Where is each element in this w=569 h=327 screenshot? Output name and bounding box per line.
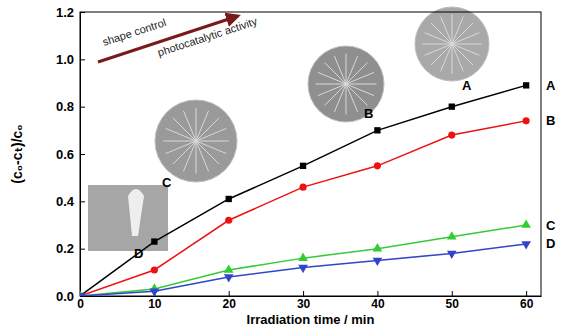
- chart-svg: 0 10 20 30 40 50 60 0.0 0.2 0.4 0.6 0.8 1.0 1.2 Irradi…: [0, 0, 569, 327]
- x-tick-label: 50: [446, 297, 460, 311]
- series-line: [80, 244, 526, 296]
- y-tick: 1.2: [56, 5, 85, 20]
- series-marker: [300, 163, 306, 169]
- plot-area: [80, 82, 531, 296]
- inset-image: [415, 7, 489, 81]
- series-marker: [374, 162, 381, 169]
- y-tick-label: 1.0: [56, 52, 74, 67]
- series-marker: [373, 258, 383, 266]
- inset-texture: [318, 72, 374, 95]
- inset-image: [88, 185, 168, 251]
- x-tick-mark: [452, 291, 453, 296]
- series-marker: [225, 217, 232, 224]
- series-marker: [523, 82, 529, 88]
- y-tick: 1.0: [56, 52, 85, 67]
- series-marker: [373, 243, 383, 251]
- inset-label: C: [162, 175, 172, 190]
- y-tick-mark: [80, 249, 85, 250]
- series-marker: [521, 241, 531, 249]
- x-tick-mark: [303, 291, 304, 296]
- legend-label: C: [546, 218, 556, 233]
- annotation: photocatalytic activity: [156, 15, 259, 59]
- inset-label: A: [462, 78, 472, 93]
- y-tick-label: 0.0: [56, 289, 74, 304]
- x-tick-label: 10: [148, 297, 162, 311]
- y-tick-label: 0.8: [56, 99, 74, 114]
- x-axis: 0 10 20 30 40 50 60: [77, 291, 541, 311]
- series-marker: [374, 127, 380, 133]
- x-tick-label: 60: [520, 297, 534, 311]
- series-marker: [151, 266, 158, 273]
- y-tick: 0.6: [56, 147, 85, 162]
- y-tick-label: 1.2: [56, 5, 74, 20]
- inset-texture: [425, 33, 480, 56]
- y-tick-label: 0.2: [56, 241, 74, 256]
- chart-container: 0 10 20 30 40 50 60 0.0 0.2 0.4 0.6 0.8 1.0 1.2 Irradi…: [0, 0, 569, 327]
- x-tick-label: 40: [371, 297, 385, 311]
- y-tick: 0.8: [56, 99, 85, 114]
- series-marker: [448, 131, 455, 138]
- x-tick: 30: [297, 291, 311, 311]
- series-marker: [299, 184, 306, 191]
- series-line: [80, 121, 526, 296]
- series-marker: [298, 253, 308, 261]
- y-tick-mark: [80, 107, 85, 108]
- inset-label: D: [134, 246, 143, 261]
- x-axis-title: Irradiation time / min: [247, 312, 375, 327]
- y-tick-mark: [80, 59, 85, 60]
- series-marker: [298, 265, 308, 273]
- plot-frame: [80, 12, 541, 296]
- x-tick-label: 0: [77, 297, 84, 311]
- series-marker: [449, 104, 455, 110]
- inset-feature: [128, 189, 144, 236]
- x-tick-mark: [229, 291, 230, 296]
- series-marker: [447, 251, 457, 259]
- x-tick: 20: [223, 291, 237, 311]
- y-axis-title: (c₀-cₜ)/c₀: [9, 124, 25, 183]
- inset-label: B: [364, 106, 373, 121]
- y-tick: 0.2: [56, 241, 85, 256]
- y-tick-mark: [80, 12, 85, 13]
- series-marker: [80, 293, 85, 296]
- y-tick-mark: [80, 201, 85, 202]
- y-tick-label: 0.6: [56, 147, 74, 162]
- series-marker: [523, 117, 530, 124]
- series-marker: [447, 231, 457, 239]
- series-marker: [521, 219, 531, 227]
- x-tick-label: 20: [223, 297, 237, 311]
- y-tick-mark: [80, 154, 85, 155]
- legend-label: B: [546, 113, 555, 128]
- y-tick: 0.4: [56, 194, 85, 209]
- series-marker: [224, 274, 234, 282]
- inset-images: [88, 7, 489, 251]
- series-marker: [150, 288, 160, 296]
- series-line: [80, 85, 526, 296]
- series-marker: [226, 196, 232, 202]
- y-tick-mark: [80, 296, 85, 297]
- series-line: [80, 225, 526, 296]
- legend-label: D: [546, 236, 555, 251]
- x-tick: 60: [520, 291, 534, 311]
- x-tick: 40: [371, 291, 385, 311]
- y-axis: 0.0 0.2 0.4 0.6 0.8 1.0 1.2: [56, 5, 85, 304]
- legend-label: A: [546, 78, 556, 93]
- inset-texture: [166, 128, 227, 153]
- x-tick-mark: [377, 291, 378, 296]
- inset-image: [308, 46, 384, 122]
- inset-image: [155, 100, 237, 182]
- x-tick-label: 30: [297, 297, 311, 311]
- y-tick-label: 0.4: [56, 194, 75, 209]
- x-tick: 50: [446, 291, 460, 311]
- x-tick-mark: [526, 291, 527, 296]
- y-tick: 0.0: [56, 289, 85, 304]
- annotation: shape control: [101, 16, 168, 48]
- series-marker: [151, 238, 157, 244]
- series-marker: [224, 264, 234, 272]
